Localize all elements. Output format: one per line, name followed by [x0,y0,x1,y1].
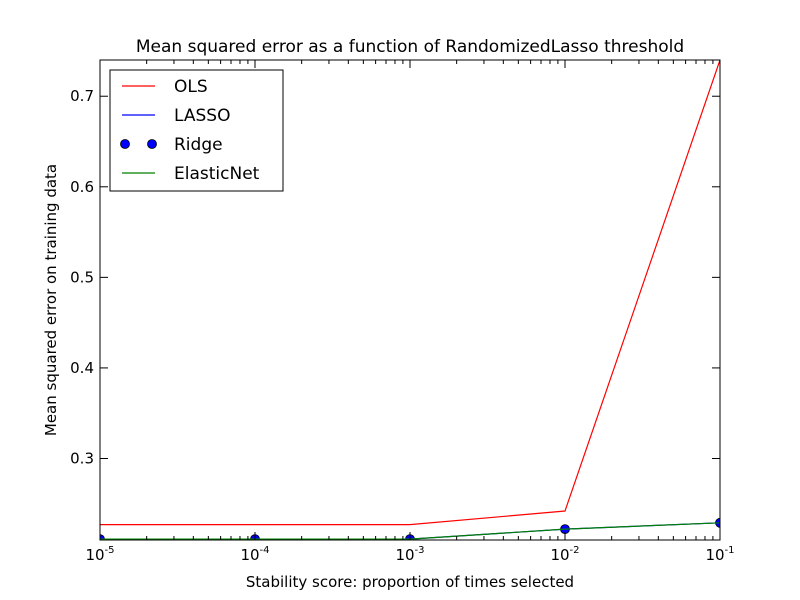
plot-frame [99,59,721,541]
legend-swatch-ridge [147,139,157,149]
x-axis-ticks: 10-5 10-4 10-3 10-2 10-1 [85,60,735,564]
x-tick-label: 10-4 [240,545,269,564]
x-tick-label: 10-3 [395,545,424,564]
x-tick-label: 10-1 [705,545,734,564]
y-tick-label: 0.4 [70,359,94,377]
legend: OLS LASSO Ridge ElasticNet [109,69,284,192]
y-axis-label: Mean squared error on training data [42,164,60,436]
legend-label-lasso: LASSO [174,106,230,126]
legend-swatch-ridge [120,139,130,149]
legend-label-ols: OLS [174,77,208,97]
legend-frame [109,69,284,192]
ols-line [100,60,720,526]
y-axis-ticks: 0.3 0.4 0.5 0.6 0.7 [70,87,720,467]
legend-label-ridge: Ridge [174,135,223,155]
x-tick-label: 10-5 [85,545,114,564]
y-tick-label: 0.6 [70,178,94,196]
legend-label-elasticnet: ElasticNet [174,164,260,184]
chart-title: Mean squared error as a function of Rand… [136,37,684,57]
y-tick-label: 0.5 [70,268,94,286]
x-axis-label: Stability score: proportion of times sel… [246,573,574,591]
x-tick-label: 10-2 [550,545,579,564]
y-tick-label: 0.7 [70,87,94,105]
y-tick-label: 0.3 [70,449,94,467]
